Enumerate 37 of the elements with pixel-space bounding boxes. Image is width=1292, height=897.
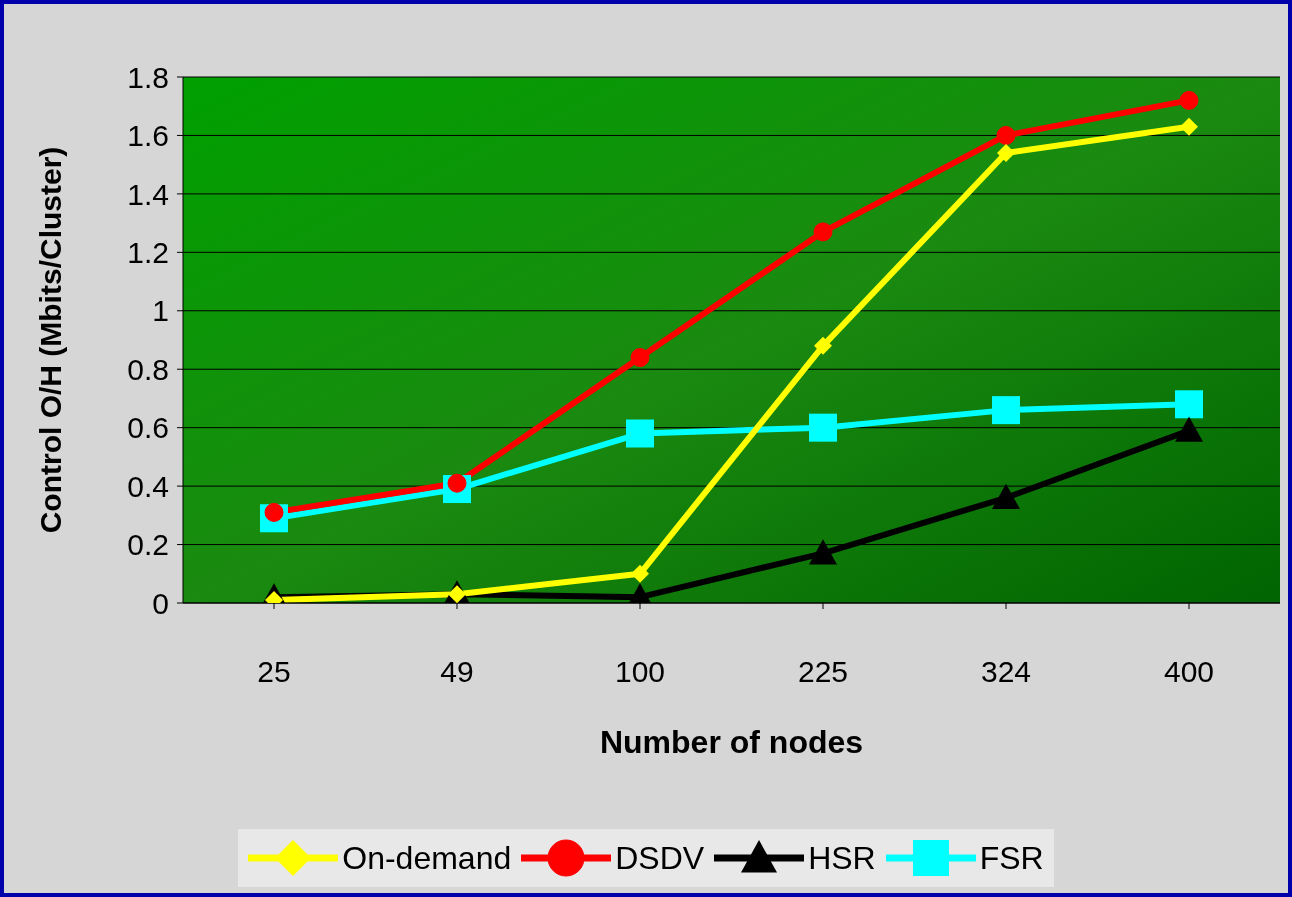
x-axis-title: Number of nodes	[599, 724, 864, 760]
y-tick-label: 1.2	[127, 235, 169, 269]
point	[809, 539, 837, 565]
point	[1175, 390, 1203, 419]
point	[809, 413, 837, 442]
point	[996, 125, 1016, 145]
x-tick-label: 225	[797, 655, 849, 689]
y-axis-title: Control O/H (Mbits/Cluster)	[33, 146, 67, 534]
y-tick-label: 0.8	[127, 352, 169, 386]
y-tick-label: 1.4	[127, 177, 169, 211]
point	[630, 348, 650, 368]
x-tick-label: 400	[1163, 655, 1215, 689]
x-tick-label: 25	[257, 655, 291, 689]
y-tick-label: 0.2	[127, 528, 169, 562]
y-tick-label: 0.4	[127, 469, 169, 503]
x-tick-label: 49	[440, 655, 474, 689]
point	[626, 419, 654, 448]
point	[997, 143, 1015, 162]
x-tick-label: 100	[614, 655, 666, 689]
point	[992, 483, 1020, 509]
x-tick-label: 324	[980, 655, 1032, 689]
point	[813, 222, 833, 242]
legend-label: On-demand	[342, 839, 512, 877]
point	[814, 336, 832, 355]
point	[631, 564, 649, 583]
legend-label: HSR	[808, 839, 876, 877]
point	[1179, 90, 1199, 110]
y-tick-label: 0.6	[127, 411, 169, 445]
legend-label: DSDV	[615, 839, 705, 877]
point	[1175, 416, 1203, 442]
y-tick-label: 0	[152, 586, 169, 620]
y-tick-label: 1.6	[127, 119, 169, 153]
point	[1180, 117, 1198, 136]
y-tick-label: 1	[152, 294, 169, 328]
y-tick-label: 1.8	[127, 60, 169, 94]
legend-label: FSR	[979, 839, 1044, 877]
point	[992, 396, 1020, 425]
